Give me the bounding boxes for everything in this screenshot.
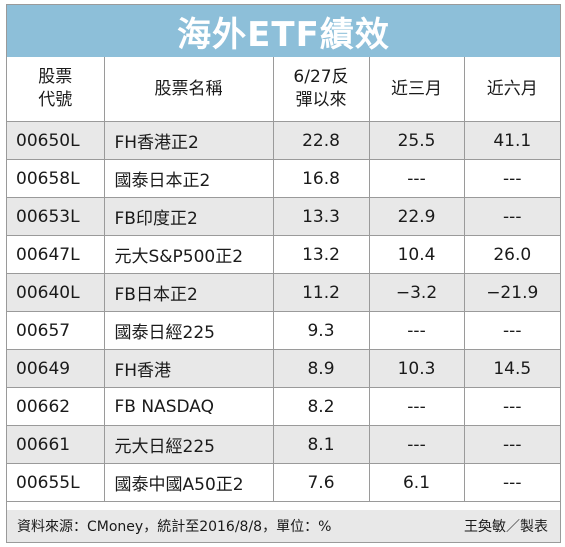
cell-code: 00649 <box>7 349 105 388</box>
source-note: 資料來源：CMoney，統計至2016/8/8，單位：% <box>17 519 332 535</box>
cell-three-month: 10.4 <box>369 235 465 274</box>
cell-since-rebound: 16.8 <box>273 159 370 198</box>
cell-three-month: --- <box>369 159 465 198</box>
cell-three-month: 22.9 <box>369 197 465 236</box>
cell-since-rebound: 13.2 <box>273 235 370 274</box>
cell-name: 國泰中國A50正2 <box>104 463 274 502</box>
table-row: 00657 國泰日經225 9.3 --- --- <box>7 311 560 350</box>
cell-name: FB NASDAQ <box>104 387 274 426</box>
cell-code: 00658L <box>7 159 105 198</box>
cell-three-month: --- <box>369 387 465 426</box>
table-title: 海外ETF績效 <box>7 5 560 57</box>
cell-code: 00662 <box>7 387 105 426</box>
cell-code: 00661 <box>7 425 105 464</box>
cell-code: 00647L <box>7 235 105 274</box>
cell-three-month: −3.2 <box>369 273 465 312</box>
cell-six-month: --- <box>464 159 560 198</box>
cell-six-month: --- <box>464 425 560 464</box>
cell-six-month: 26.0 <box>464 235 560 274</box>
header-six-month: 近六月 <box>464 57 560 122</box>
credit-note: 王奐敏／製表 <box>464 519 548 535</box>
cell-name: FB日本正2 <box>104 273 274 312</box>
cell-since-rebound: 8.9 <box>273 349 370 388</box>
header-row: 股票 代號 股票名稱 6/27反 彈以來 近三月 近六月 <box>7 57 560 122</box>
cell-since-rebound: 11.2 <box>273 273 370 312</box>
cell-six-month: --- <box>464 197 560 236</box>
cell-name: 國泰日本正2 <box>104 159 274 198</box>
etf-performance-table: 股票 代號 股票名稱 6/27反 彈以來 近三月 近六月 00650L FH香港正… <box>7 57 560 502</box>
cell-three-month: --- <box>369 311 465 350</box>
cell-three-month: 25.5 <box>369 121 465 160</box>
cell-since-rebound: 7.6 <box>273 463 370 502</box>
cell-six-month: −21.9 <box>464 273 560 312</box>
cell-code: 00640L <box>7 273 105 312</box>
cell-code: 00655L <box>7 463 105 502</box>
cell-name: 國泰日經225 <box>104 311 274 350</box>
cell-name: 元大日經225 <box>104 425 274 464</box>
header-code: 股票 代號 <box>7 57 105 122</box>
header-name: 股票名稱 <box>104 57 274 122</box>
cell-six-month: 14.5 <box>464 349 560 388</box>
cell-name: FH香港正2 <box>104 121 274 160</box>
cell-code: 00653L <box>7 197 105 236</box>
table-row: 00650L FH香港正2 22.8 25.5 41.1 <box>7 121 560 160</box>
table-footer: 資料來源：CMoney，統計至2016/8/8，單位：% 王奐敏／製表 <box>7 510 560 542</box>
cell-six-month: 41.1 <box>464 121 560 160</box>
performance-table-card: 海外ETF績效 股票 代號 股票名稱 6/27反 彈以來 近三月 近六月 006… <box>6 4 561 543</box>
table-row: 00649 FH香港 8.9 10.3 14.5 <box>7 349 560 388</box>
cell-three-month: --- <box>369 425 465 464</box>
table-row: 00655L 國泰中國A50正2 7.6 6.1 --- <box>7 463 560 502</box>
cell-six-month: --- <box>464 311 560 350</box>
cell-three-month: 6.1 <box>369 463 465 502</box>
cell-since-rebound: 8.2 <box>273 387 370 426</box>
table-row: 00647L 元大S&P500正2 13.2 10.4 26.0 <box>7 235 560 274</box>
cell-six-month: --- <box>464 387 560 426</box>
table-row: 00661 元大日經225 8.1 --- --- <box>7 425 560 464</box>
table-row: 00640L FB日本正2 11.2 −3.2 −21.9 <box>7 273 560 312</box>
cell-name: 元大S&P500正2 <box>104 235 274 274</box>
cell-code: 00657 <box>7 311 105 350</box>
cell-since-rebound: 22.8 <box>273 121 370 160</box>
cell-since-rebound: 8.1 <box>273 425 370 464</box>
cell-name: FB印度正2 <box>104 197 274 236</box>
table-row: 00658L 國泰日本正2 16.8 --- --- <box>7 159 560 198</box>
header-since-rebound: 6/27反 彈以來 <box>273 57 370 122</box>
cell-since-rebound: 13.3 <box>273 197 370 236</box>
cell-six-month: --- <box>464 463 560 502</box>
cell-since-rebound: 9.3 <box>273 311 370 350</box>
header-three-month: 近三月 <box>369 57 465 122</box>
cell-name: FH香港 <box>104 349 274 388</box>
cell-code: 00650L <box>7 121 105 160</box>
table-row: 00662 FB NASDAQ 8.2 --- --- <box>7 387 560 426</box>
cell-three-month: 10.3 <box>369 349 465 388</box>
table-row: 00653L FB印度正2 13.3 22.9 --- <box>7 197 560 236</box>
